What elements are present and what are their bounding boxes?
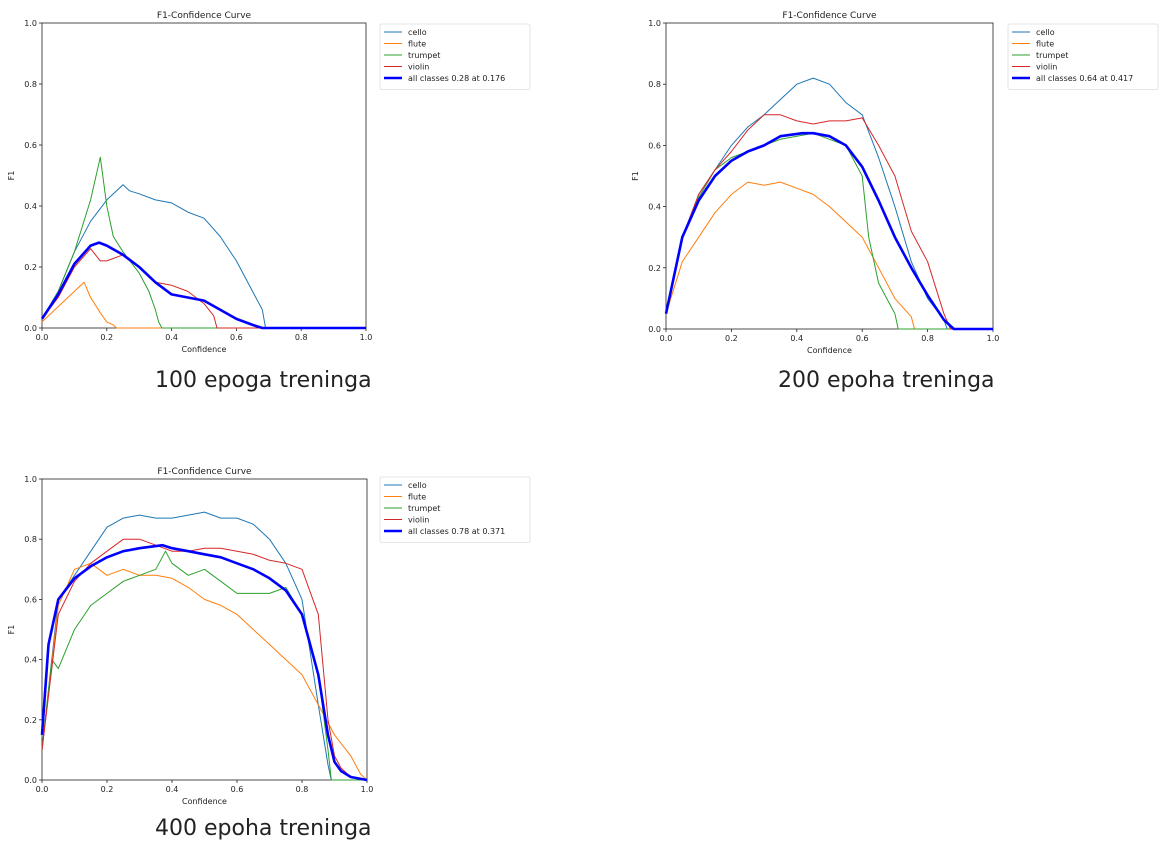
x-tick-label: 0.4	[165, 333, 178, 342]
legend-box	[1007, 23, 1159, 90]
x-tick-label: 0.8	[295, 333, 308, 342]
x-axis-label: Confidence	[182, 345, 227, 354]
x-tick-label: 0.6	[856, 334, 869, 343]
chart-panel-100: F1-Confidence Curve 0.0 0.2 0.4 0.6 0.8 1.0 0.0…	[0, 0, 560, 410]
series-line-violin	[665, 114, 993, 330]
y-tick-label: 1.0	[24, 19, 37, 28]
y-tick-label: 0.4	[24, 656, 37, 665]
y-axis-label: F1	[7, 171, 16, 181]
legend-label-flute: flute	[408, 493, 426, 502]
x-tick-label: 0.2	[101, 785, 114, 794]
series-line-cello	[41, 184, 366, 329]
y-axis-label: F1	[631, 171, 640, 181]
legend-label-flute: flute	[408, 40, 426, 49]
y-tick-label: 0.2	[24, 263, 37, 272]
chart-title: F1-Confidence Curve	[157, 467, 252, 477]
plot-area	[665, 22, 994, 330]
legend-box	[379, 476, 531, 543]
f1-confidence-chart-100: F1-Confidence Curve 0.0 0.2 0.4 0.6 0.8 1.0 0.0…	[7, 11, 531, 354]
legend-label-all-classes: all classes 0.28 at 0.176	[408, 74, 505, 83]
f1-confidence-chart-200: F1-Confidence Curve 0.0 0.2 0.4 0.6 0.8 1.0 0.0…	[631, 11, 1159, 355]
chart-title: F1-Confidence Curve	[157, 11, 252, 21]
x-tick-label: 0.4	[790, 334, 803, 343]
legend-label-all-classes: all classes 0.78 at 0.371	[408, 527, 505, 536]
series-line-all-classes	[40, 241, 366, 330]
y-axis-label: F1	[7, 625, 16, 635]
legend-label-all-classes: all classes 0.64 at 0.417	[1036, 74, 1133, 83]
legend-label-cello: cello	[408, 28, 427, 37]
y-tick-label: 0.0	[24, 324, 37, 333]
y-tick-label: 0.4	[648, 203, 661, 212]
series-line-flute	[665, 181, 993, 330]
x-tick-label: 0.2	[725, 334, 738, 343]
x-tick-label: 0.6	[230, 333, 243, 342]
x-tick-label: 0.8	[296, 785, 309, 794]
y-tick-label: 0.0	[648, 325, 661, 334]
y-tick-label: 0.2	[648, 264, 661, 273]
f1-confidence-chart-400: F1-Confidence Curve 0.0 0.2 0.4 0.6 0.8 1.0 0.0…	[7, 467, 531, 806]
y-tick-label: 0.8	[24, 80, 37, 89]
x-axis-label: Confidence	[807, 346, 852, 355]
x-tick-label: 1.0	[361, 785, 374, 794]
series-line-all-classes	[40, 543, 368, 782]
x-tick-label: 0.0	[36, 785, 49, 794]
y-tick-label: 0.0	[24, 776, 37, 785]
x-tick-label: 1.0	[987, 334, 1000, 343]
chart-panel-400: F1-Confidence Curve 0.0 0.2 0.4 0.6 0.8 1.0 0.0…	[0, 455, 560, 848]
plot-area	[41, 478, 368, 781]
y-tick-label: 1.0	[648, 19, 661, 28]
y-tick-label: 0.6	[24, 141, 37, 150]
chart-caption-400: 400 epoha treninga	[155, 816, 372, 841]
chart-caption-100: 100 epoga treninga	[155, 368, 372, 393]
y-tick-label: 0.4	[24, 202, 37, 211]
y-tick-label: 0.6	[648, 141, 661, 150]
legend-label-violin: violin	[408, 63, 429, 72]
y-tick-label: 1.0	[24, 475, 37, 484]
y-tick-label: 0.2	[24, 716, 37, 725]
legend-label-cello: cello	[1036, 28, 1055, 37]
chart-caption-200: 200 epoha treninga	[778, 368, 995, 393]
legend-label-violin: violin	[408, 516, 429, 525]
x-tick-label: 0.0	[660, 334, 673, 343]
legend-label-trumpet: trumpet	[408, 51, 440, 60]
series-line-flute	[41, 281, 366, 329]
y-tick-label: 0.8	[648, 80, 661, 89]
legend-label-flute: flute	[1036, 40, 1054, 49]
x-tick-label: 0.4	[166, 785, 179, 794]
x-tick-label: 0.0	[36, 333, 49, 342]
x-tick-label: 0.6	[231, 785, 244, 794]
legend-label-cello: cello	[408, 481, 427, 490]
x-tick-label: 1.0	[360, 333, 373, 342]
x-axis-label: Confidence	[182, 797, 227, 806]
chart-title: F1-Confidence Curve	[782, 11, 877, 21]
series-line-cello	[41, 511, 367, 781]
legend-label-violin: violin	[1036, 63, 1057, 72]
series-line-trumpet	[41, 156, 366, 329]
series-line-violin	[41, 538, 368, 781]
legend-label-trumpet: trumpet	[408, 504, 440, 513]
y-tick-label: 0.6	[24, 595, 37, 604]
chart-panel-200: F1-Confidence Curve 0.0 0.2 0.4 0.6 0.8 1.0 0.0…	[600, 0, 1163, 410]
plot-area	[41, 22, 367, 329]
legend-box	[379, 23, 531, 90]
legend-label-trumpet: trumpet	[1036, 51, 1068, 60]
x-tick-label: 0.2	[100, 333, 113, 342]
y-tick-label: 0.8	[24, 535, 37, 544]
series-line-all-classes	[664, 131, 993, 331]
x-tick-label: 0.8	[921, 334, 934, 343]
